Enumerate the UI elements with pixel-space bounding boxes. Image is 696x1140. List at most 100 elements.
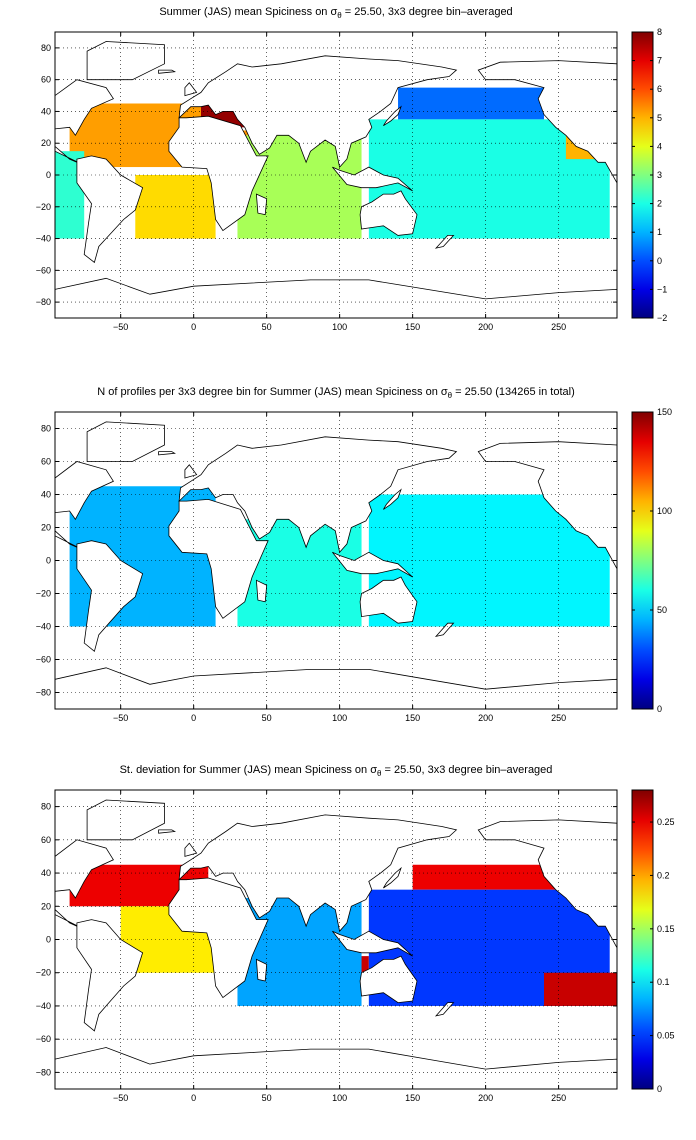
land-outline-1 xyxy=(55,839,114,899)
y-tick-label: −20 xyxy=(36,589,51,599)
land-outline-4 xyxy=(86,421,165,462)
land-outline-10 xyxy=(255,193,268,216)
colorbar-tick-label: 7 xyxy=(657,56,662,66)
title-main: Summer (JAS) mean Spiciness on σ xyxy=(159,6,337,18)
title-rest: = 25.50, 3x3 degree bin–averaged xyxy=(342,6,513,18)
land-outline-3 xyxy=(76,919,144,1032)
land-outline-9 xyxy=(383,488,402,510)
x-tick-label: −50 xyxy=(113,1093,128,1103)
land-outline-7 xyxy=(359,576,418,624)
x-tick-label: 250 xyxy=(551,713,566,723)
title-main: St. deviation for Summer (JAS) mean Spic… xyxy=(120,764,378,776)
chart-title: Summer (JAS) mean Spiciness on σθ = 25.5… xyxy=(159,6,512,20)
colorbar xyxy=(631,31,654,319)
chart-2: N of profiles per 3x3 degree bin for Sum… xyxy=(36,386,672,723)
x-tick-label: 150 xyxy=(405,713,420,723)
x-tick-label: 150 xyxy=(405,322,420,332)
land-outline-10 xyxy=(255,579,268,603)
y-tick-label: 0 xyxy=(46,935,51,945)
y-tick-label: 20 xyxy=(41,901,51,911)
y-tick-label: 40 xyxy=(41,106,51,116)
colorbar-tick-label: 0 xyxy=(657,1084,662,1094)
land-outline-6 xyxy=(178,55,458,168)
colorbar xyxy=(631,411,654,710)
colorbar-tick-label: 8 xyxy=(657,27,662,37)
land-outline-5 xyxy=(168,877,269,999)
colorbar-tick-label: 0.25 xyxy=(657,817,675,827)
land-outline-8 xyxy=(332,551,413,578)
x-tick-label: −50 xyxy=(113,322,128,332)
x-tick-label: 0 xyxy=(191,322,196,332)
colorbar-tick-label: 4 xyxy=(657,141,662,151)
land-outline-13 xyxy=(434,1002,455,1017)
x-tick-label: 250 xyxy=(551,1093,566,1103)
title-rest: = 25.50 (134265 in total) xyxy=(452,386,575,398)
land-outline-9 xyxy=(383,866,402,889)
y-tick-label: 80 xyxy=(41,43,51,53)
y-tick-label: 40 xyxy=(41,868,51,878)
y-tick-label: 60 xyxy=(41,835,51,845)
y-tick-label: 0 xyxy=(46,170,51,180)
chart-3: St. deviation for Summer (JAS) mean Spic… xyxy=(36,764,675,1103)
land-outline-12 xyxy=(158,829,177,834)
land-outline-4 xyxy=(86,41,165,81)
land-outline-13 xyxy=(434,234,455,249)
y-tick-label: −80 xyxy=(36,688,51,698)
colorbar-tick-label: 0.15 xyxy=(657,924,675,934)
land-outline-15 xyxy=(55,277,617,318)
x-tick-label: 0 xyxy=(191,713,196,723)
land-outline-10 xyxy=(255,958,268,982)
land-outline-7 xyxy=(359,955,418,1004)
colorbar-tick-label: 50 xyxy=(657,605,667,615)
land-outline-6 xyxy=(178,814,458,933)
y-tick-label: 0 xyxy=(46,556,51,566)
land-outline-1 xyxy=(55,461,114,521)
colorbar-tick-label: 0 xyxy=(657,256,662,266)
colorbar-tick-label: 0.2 xyxy=(657,870,670,880)
title-subscript: θ xyxy=(337,11,342,20)
colorbar-tick-label: 3 xyxy=(657,170,662,180)
x-tick-label: 100 xyxy=(332,713,347,723)
x-tick-label: 250 xyxy=(551,322,566,332)
title-main: N of profiles per 3x3 degree bin for Sum… xyxy=(97,386,448,398)
y-tick-label: −60 xyxy=(36,655,51,665)
land-outline-11 xyxy=(184,842,198,857)
colorbar-tick-label: 0.1 xyxy=(657,977,670,987)
land-outline-13 xyxy=(434,622,455,638)
land-outline-14 xyxy=(477,819,617,948)
colorbar-tick-label: −1 xyxy=(657,284,667,294)
y-tick-label: −20 xyxy=(36,202,51,212)
y-tick-label: −80 xyxy=(36,1067,51,1077)
title-subscript: θ xyxy=(448,391,453,400)
y-tick-label: 40 xyxy=(41,490,51,500)
y-tick-label: −20 xyxy=(36,968,51,978)
land-outline-3 xyxy=(76,540,144,653)
title-rest: = 25.50, 3x3 degree bin–averaged xyxy=(381,764,552,776)
colorbar-tick-label: 100 xyxy=(657,506,672,516)
land-outline-5 xyxy=(168,498,269,619)
y-tick-label: −40 xyxy=(36,234,51,244)
colorbar-tick-label: 2 xyxy=(657,199,662,209)
y-tick-label: 60 xyxy=(41,75,51,85)
x-tick-label: 50 xyxy=(262,1093,272,1103)
y-tick-label: −60 xyxy=(36,1034,51,1044)
title-subscript: θ xyxy=(377,769,382,778)
chart-title: St. deviation for Summer (JAS) mean Spic… xyxy=(120,764,553,778)
land-outline-9 xyxy=(383,105,402,127)
colorbar-tick-label: 1 xyxy=(657,227,662,237)
land-outline-15 xyxy=(55,667,617,709)
land-outline-11 xyxy=(184,464,198,479)
x-tick-label: 200 xyxy=(478,1093,493,1103)
x-tick-label: 200 xyxy=(478,713,493,723)
colorbar-tick-label: 0.05 xyxy=(657,1031,675,1041)
land-outline-7 xyxy=(359,190,418,236)
land-outline-12 xyxy=(158,451,176,456)
land-outline-8 xyxy=(332,166,413,192)
land-outline-6 xyxy=(178,436,458,554)
colorbar-tick-label: 150 xyxy=(657,407,672,417)
colorbar-tick-label: 5 xyxy=(657,113,662,123)
y-tick-label: −80 xyxy=(36,297,51,307)
colorbar-tick-label: 6 xyxy=(657,84,662,94)
y-tick-label: −40 xyxy=(36,1001,51,1011)
x-tick-label: 200 xyxy=(478,322,493,332)
